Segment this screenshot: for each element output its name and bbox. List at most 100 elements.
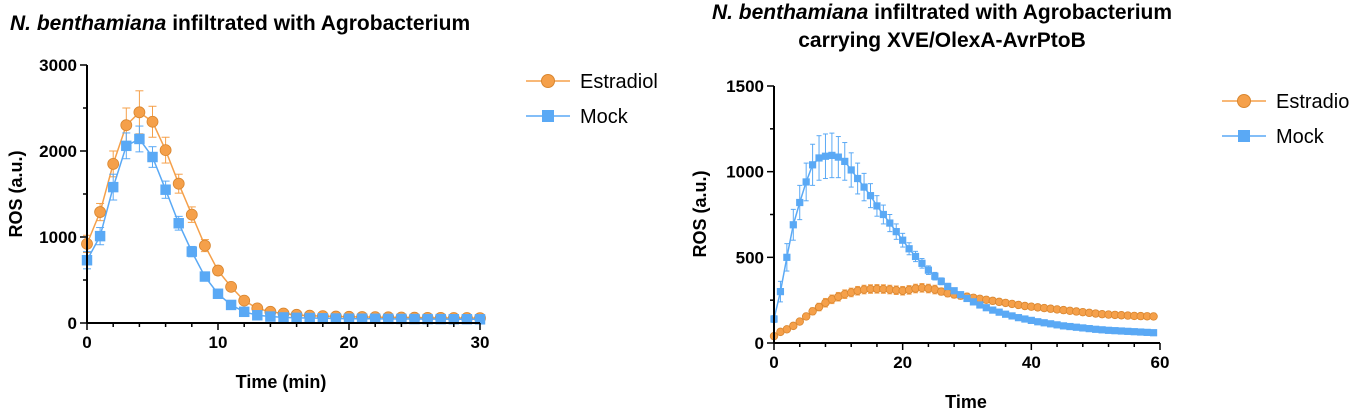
data-point-mock: [873, 202, 881, 210]
y-tick-label: 3000: [39, 56, 77, 75]
chart-left-x-axis-label: Time (min): [236, 372, 327, 392]
data-point-mock: [369, 313, 381, 325]
data-point-mock: [860, 183, 868, 191]
data-point-estradiol: [821, 298, 830, 307]
data-point-mock: [199, 271, 211, 282]
data-point-mock: [1053, 321, 1061, 329]
x-tick-label: 0: [82, 333, 91, 352]
data-point-estradiol: [159, 144, 172, 157]
chart-right-legend: Estradiol Mock: [1222, 91, 1350, 148]
series-line-mock: [86, 137, 481, 321]
data-point-estradiol: [238, 294, 251, 307]
data-point-mock: [94, 230, 106, 242]
data-point-mock: [1014, 314, 1023, 322]
data-point-mock: [265, 311, 276, 322]
x-tick-label: 40: [1022, 353, 1041, 372]
data-point-mock: [422, 313, 433, 325]
data-point-mock: [1143, 328, 1151, 336]
data-point-estradiol: [107, 157, 120, 170]
data-point-estradiol: [801, 312, 811, 321]
y-tick-label: 1000: [726, 163, 764, 182]
data-point-mock: [931, 272, 939, 280]
data-point-mock: [448, 313, 460, 325]
data-point-mock: [956, 291, 965, 299]
data-point-estradiol: [808, 307, 817, 316]
data-point-mock: [976, 301, 984, 309]
data-point-estradiol: [1149, 312, 1158, 321]
y-tick-label: 0: [755, 334, 764, 353]
y-tick-label: 2000: [39, 142, 77, 161]
data-point-mock: [950, 287, 958, 295]
data-point-mock: [1021, 315, 1029, 323]
data-point-mock: [1027, 316, 1035, 324]
data-point-mock: [1008, 312, 1016, 320]
data-point-mock: [1047, 320, 1055, 328]
y-tick-label: 1000: [39, 228, 77, 247]
data-point-mock: [1137, 328, 1145, 336]
data-point-mock: [1111, 327, 1119, 335]
legend-item-estradiol: Estradiol: [1222, 91, 1350, 113]
series-line-estradiol: [86, 111, 481, 319]
data-point-mock: [802, 178, 810, 186]
legend-label-mock: Mock: [1276, 126, 1325, 148]
x-tick-label: 30: [471, 333, 490, 352]
data-point-mock: [815, 154, 823, 162]
data-point-mock: [356, 313, 368, 324]
data-point-mock: [343, 313, 355, 324]
data-point-mock: [796, 198, 804, 207]
data-point-mock: [238, 306, 250, 318]
legend-marker-estradiol: [1237, 94, 1251, 108]
data-point-mock: [963, 294, 971, 303]
data-point-mock: [330, 313, 342, 324]
data-point-mock: [1149, 329, 1158, 337]
data-point-mock: [291, 312, 302, 324]
chart-left-ros-time-min: N. benthamiana infiltrated with Agrobact…: [6, 12, 658, 392]
data-point-mock: [982, 304, 990, 312]
chart-left-y-axis-label: ROS (a.u.): [6, 150, 26, 237]
data-point-mock: [808, 161, 817, 169]
legend-label-estradiol: Estradiol: [580, 71, 658, 93]
chart-left-legend: Estradiol Mock: [526, 71, 658, 128]
chart-left-title-rest: infiltrated with Agrobacterium: [166, 12, 470, 35]
legend-label-mock: Mock: [580, 106, 629, 128]
data-point-mock: [435, 313, 446, 325]
legend-item-mock: Mock: [1222, 126, 1325, 148]
data-point-mock: [821, 152, 830, 160]
data-point-mock: [1104, 326, 1113, 334]
axes: 0 10 20 30 0 1000 2000 3000: [39, 56, 489, 352]
data-point-estradiol: [133, 106, 146, 119]
data-point-mock: [1040, 319, 1048, 327]
data-point-mock: [1124, 327, 1132, 335]
y-tick-label: 500: [736, 248, 764, 267]
data-point-mock: [969, 298, 978, 306]
data-point-mock: [854, 174, 862, 183]
data-point-mock: [1034, 318, 1042, 326]
data-point-mock: [905, 245, 913, 253]
data-point-mock: [1066, 322, 1074, 331]
x-tick-label: 20: [893, 353, 912, 372]
legend-item-mock: Mock: [526, 106, 629, 128]
y-tick-label: 1500: [726, 77, 764, 96]
data-point-mock: [121, 140, 132, 152]
data-point-mock: [396, 313, 407, 325]
data-point-estradiol: [795, 317, 804, 326]
legend-marker-estradiol: [541, 74, 555, 88]
data-point-mock: [918, 259, 926, 267]
data-point-mock: [304, 312, 315, 324]
x-tick-label: 60: [1151, 353, 1170, 372]
data-point-mock: [886, 219, 894, 227]
data-point-mock: [1092, 325, 1100, 333]
data-point-mock: [474, 314, 486, 325]
series-line-mock: [773, 154, 1154, 334]
axes: 0 20 40 60 0 500 1000 1500: [726, 77, 1169, 372]
data-point-mock: [1117, 327, 1126, 335]
data-point-mock: [1059, 322, 1068, 330]
data-point-mock: [1085, 324, 1093, 333]
chart-right-x-axis-label: Time: [945, 392, 987, 411]
data-point-mock: [225, 299, 237, 311]
data-point-estradiol: [120, 119, 133, 132]
data-point-mock: [1079, 324, 1087, 332]
data-point-estradiol: [782, 325, 792, 334]
data-point-mock: [944, 282, 952, 291]
data-point-estradiol: [185, 208, 198, 221]
